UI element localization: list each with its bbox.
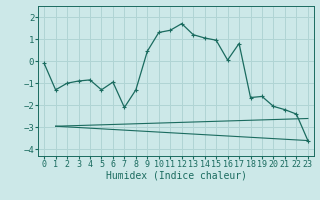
X-axis label: Humidex (Indice chaleur): Humidex (Indice chaleur) [106, 171, 246, 181]
